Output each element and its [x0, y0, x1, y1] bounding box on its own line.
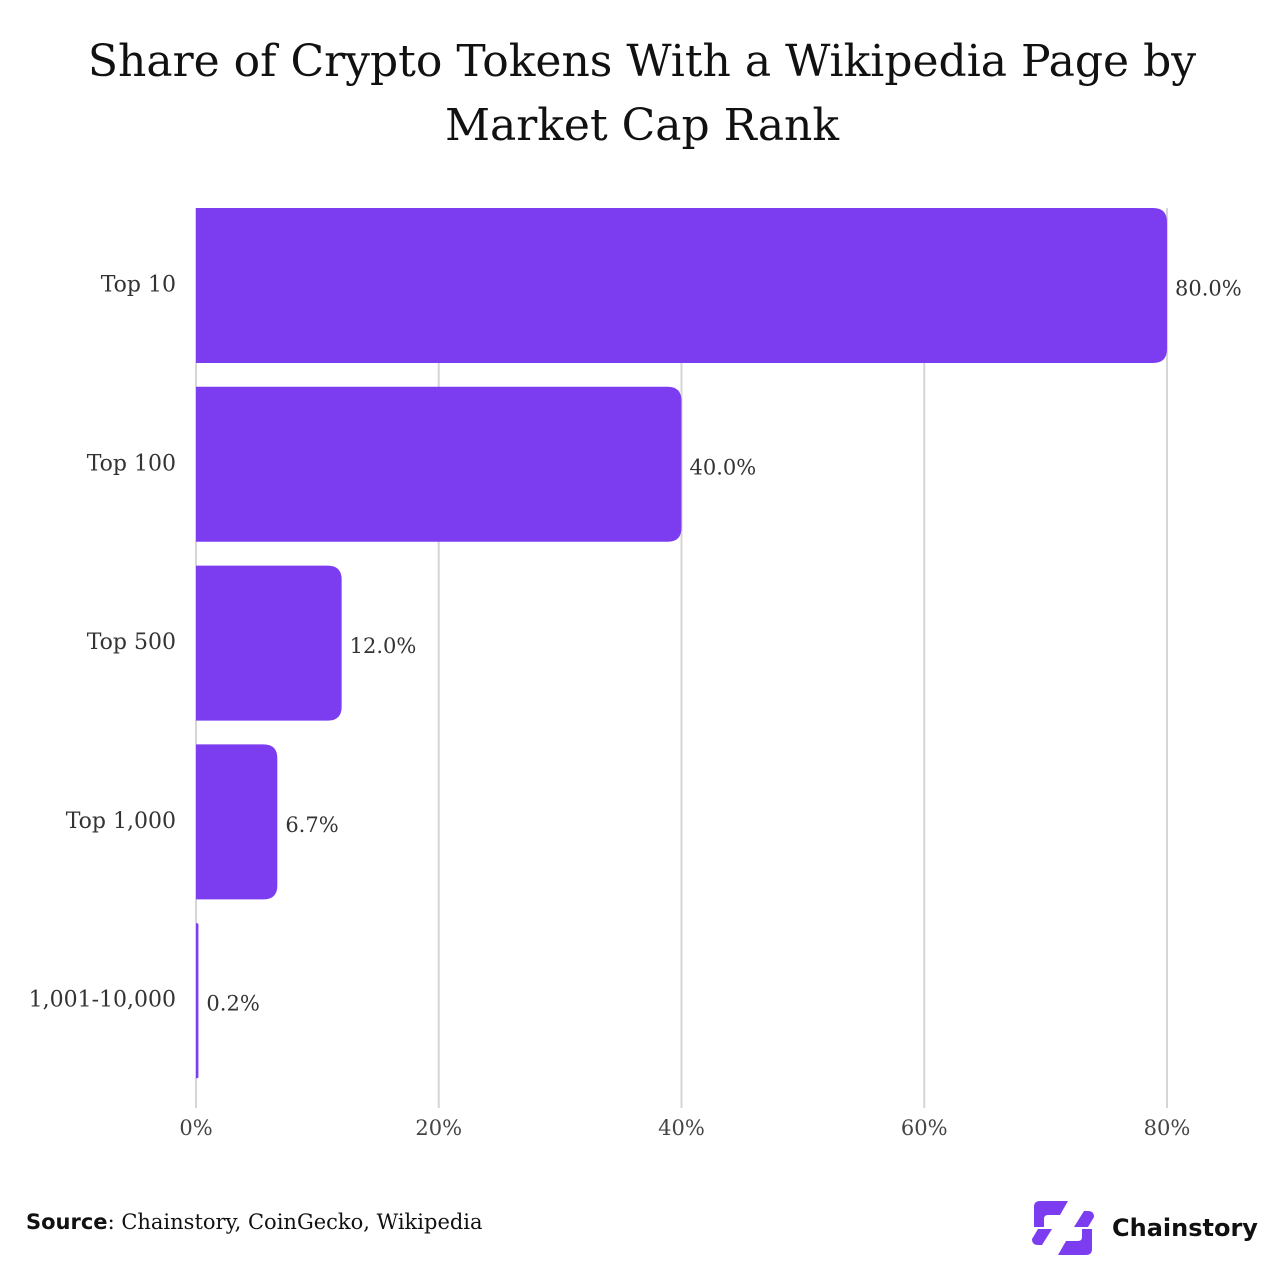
- category-label-0: Top 10: [101, 273, 176, 298]
- bar-2: [196, 565, 342, 721]
- source-text: : Chainstory, CoinGecko, Wikipedia: [107, 1210, 483, 1234]
- bar-0: [196, 208, 1167, 363]
- value-label-0: 80.0%: [1175, 277, 1242, 301]
- category-label-1: Top 100: [87, 451, 176, 476]
- bar-1: [196, 386, 682, 542]
- category-label-4: 1,001-10,000: [29, 988, 176, 1013]
- x-tick-label-3: 60%: [901, 1116, 948, 1140]
- category-label-3: Top 1,000: [66, 809, 176, 834]
- x-tick-label-4: 80%: [1144, 1116, 1191, 1140]
- value-label-1: 40.0%: [690, 455, 757, 479]
- value-label-4: 0.2%: [206, 992, 259, 1016]
- value-label-2: 12.0%: [350, 634, 417, 658]
- chainstory-logo-icon: [1032, 1201, 1094, 1255]
- source-note: Source: Chainstory, CoinGecko, Wikipedia: [26, 1210, 483, 1234]
- value-label-3: 6.7%: [285, 813, 338, 837]
- chart-title: Share of Crypto Tokens With a Wikipedia …: [87, 36, 1197, 151]
- bar-chart: Top 10 80.0% Top 100 40.0% Top 500 12.0% Top 1…: [29, 208, 1242, 1140]
- x-tick-label-2: 40%: [658, 1116, 705, 1140]
- brand-logo: Chainstory: [1028, 1198, 1258, 1258]
- x-tick-label-1: 20%: [415, 1116, 462, 1140]
- category-label-2: Top 500: [87, 630, 176, 655]
- bar-4: [196, 923, 199, 1079]
- source-prefix: Source: [26, 1210, 108, 1234]
- brand-name: Chainstory: [1112, 1214, 1258, 1242]
- x-tick-label-0: 0%: [179, 1116, 212, 1140]
- bar-3: [196, 744, 278, 900]
